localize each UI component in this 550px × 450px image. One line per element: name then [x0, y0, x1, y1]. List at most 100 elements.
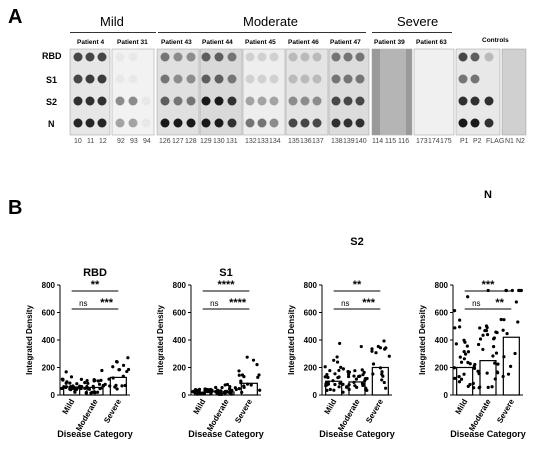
data-point [346, 374, 351, 379]
data-point [519, 288, 523, 293]
blot-dot [115, 96, 125, 106]
data-point [257, 373, 261, 377]
panel-b-letter: B [8, 197, 23, 219]
row-label-s2: S2 [46, 97, 58, 107]
x-axis-label: Disease Category [57, 429, 133, 439]
data-point [69, 375, 74, 379]
group-label-severe: Severe [397, 14, 439, 29]
data-point [492, 345, 496, 349]
blot-dot [85, 74, 95, 84]
y-axis-label: Integrated Density [287, 305, 296, 375]
blot-dot [115, 52, 125, 62]
y-tick-label: 0 [182, 391, 187, 400]
data-point [476, 342, 481, 347]
data-point [197, 391, 201, 395]
data-point [485, 371, 489, 375]
data-point [481, 347, 485, 352]
lane-number: 94 [143, 138, 151, 145]
lane-number: 174 [428, 138, 440, 145]
blot-dot [85, 118, 95, 128]
lane-number: P1 [460, 138, 469, 145]
blot-dot [128, 52, 138, 62]
data-point [61, 377, 65, 381]
blot-dot [484, 52, 494, 62]
dot-blot-image [69, 48, 527, 136]
data-point [380, 378, 384, 382]
data-point [353, 384, 357, 388]
data-point [323, 375, 327, 379]
data-point [95, 390, 100, 394]
lane-number: 93 [130, 138, 138, 145]
data-point [64, 370, 68, 374]
data-point [245, 355, 249, 359]
blot-dot [300, 96, 310, 106]
data-point [457, 375, 461, 379]
data-point [360, 382, 365, 386]
data-point [216, 388, 220, 393]
blot-dot [269, 118, 279, 128]
lane-number: 175 [440, 138, 452, 145]
data-point [465, 344, 469, 348]
data-point [326, 380, 330, 384]
bar [371, 366, 389, 396]
blot-dot [97, 52, 107, 62]
lane-number: 133 [257, 138, 269, 145]
data-point [111, 376, 115, 380]
significance-label: **** [229, 297, 247, 309]
patient-label: Patient 46 [288, 39, 319, 46]
data-point [98, 387, 102, 391]
data-point [100, 368, 104, 373]
data-point [485, 332, 490, 337]
data-point [466, 360, 470, 365]
y-axis-label: Integrated Density [25, 305, 34, 375]
data-point [483, 329, 487, 333]
blot-dot [269, 52, 279, 62]
blot-dot [312, 118, 322, 128]
y-tick-label: 200 [435, 364, 449, 373]
blot-dot [160, 74, 170, 84]
data-point [341, 367, 346, 371]
data-point [352, 374, 356, 378]
data-point [383, 347, 387, 351]
blot-dot [214, 74, 224, 84]
data-point [453, 326, 457, 330]
lane-number: 114 [372, 138, 384, 145]
data-point [510, 288, 514, 293]
data-point [364, 386, 368, 390]
category-label: Mild [323, 397, 339, 415]
data-point [79, 386, 83, 391]
lane-number: P2 [473, 138, 482, 145]
blot-dot [300, 74, 310, 84]
data-point [326, 375, 330, 380]
blot-dot [257, 96, 267, 106]
data-point [370, 347, 374, 351]
blot-dot [214, 118, 224, 128]
data-point [332, 388, 336, 392]
row-label-s1: S1 [46, 75, 58, 85]
data-point [346, 369, 350, 374]
data-point [103, 382, 107, 386]
category-label: Moderate [467, 397, 493, 433]
data-point [384, 386, 388, 390]
data-point [214, 385, 218, 390]
blot-dot [141, 96, 151, 106]
chart-title: RBD [83, 267, 107, 279]
chart-n: N 0 200 400 600 800 Integrated Density MildMode… [418, 190, 526, 439]
blot-dot [257, 118, 267, 128]
data-point [359, 344, 363, 349]
blot-dot [160, 96, 170, 106]
data-point [505, 332, 509, 336]
data-point [494, 351, 499, 355]
blot-dot [331, 96, 341, 106]
panel-a-letter: A [8, 6, 23, 28]
y-tick-label: 800 [435, 281, 449, 290]
y-tick-label: 800 [173, 281, 187, 290]
data-point [506, 372, 511, 376]
significance-label: ns [341, 299, 349, 308]
data-point [325, 383, 329, 387]
data-point [333, 382, 337, 387]
data-point [251, 358, 256, 362]
data-point [499, 317, 503, 322]
data-point [220, 385, 224, 390]
